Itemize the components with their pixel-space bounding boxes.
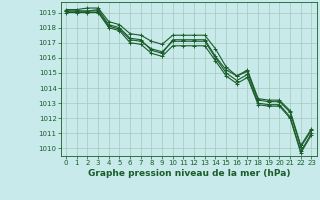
X-axis label: Graphe pression niveau de la mer (hPa): Graphe pression niveau de la mer (hPa) (88, 169, 290, 178)
